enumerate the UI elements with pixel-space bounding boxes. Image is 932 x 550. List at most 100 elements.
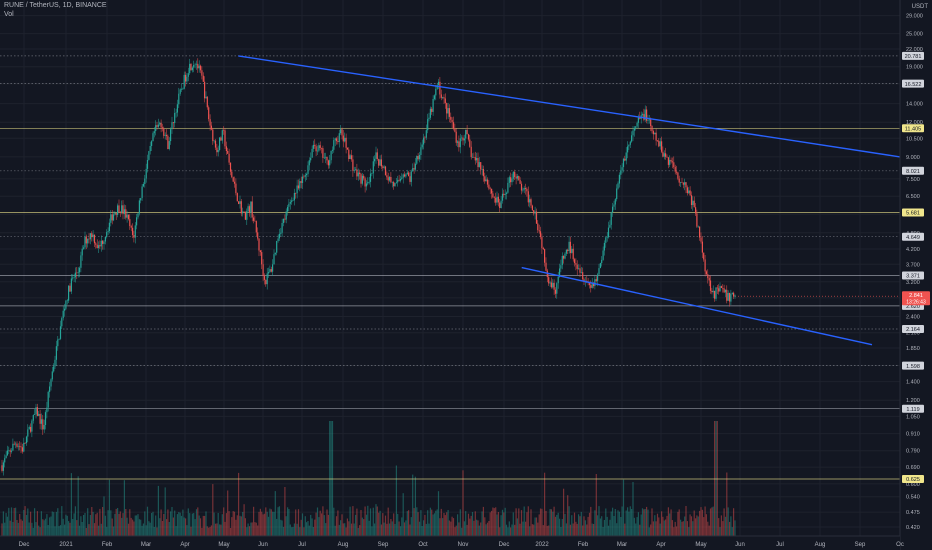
candle-body [83, 247, 85, 249]
candle-body [123, 209, 125, 214]
candle-body [163, 128, 165, 136]
candle-body [699, 226, 701, 238]
candle-body [253, 217, 255, 221]
candle-body [337, 141, 339, 143]
volume-bar [364, 506, 366, 536]
candles [1, 58, 736, 476]
y-tick-label: 9.000 [906, 155, 920, 161]
volume-bar [258, 511, 260, 536]
trendlines[interactable] [238, 55, 901, 346]
x-tick-label: Sep [378, 542, 389, 548]
candle-body [308, 160, 310, 166]
volume-bar [544, 472, 546, 536]
candle-body [595, 279, 597, 281]
volume-bar [617, 510, 619, 536]
volume-bar [650, 524, 652, 536]
candle-body [25, 436, 28, 444]
volume-bar [699, 510, 701, 536]
x-tick-label: Feb [102, 542, 113, 548]
volume-bar [108, 479, 110, 536]
candle-body [185, 74, 187, 82]
volume-bar [651, 508, 653, 536]
candle-body [167, 136, 169, 150]
candle-body [446, 103, 448, 114]
candle-body [425, 130, 427, 138]
level-tag-text: 3.371 [906, 274, 920, 280]
level-tag-9 [902, 361, 924, 370]
candle-body [186, 76, 188, 82]
candle-body [359, 172, 361, 175]
volume-bar [62, 518, 64, 536]
volume-bar [375, 504, 377, 536]
volume-bar [156, 527, 158, 536]
volume-bar [655, 521, 657, 536]
volume-bar [452, 518, 455, 536]
candle-body [402, 174, 404, 178]
y-tick-label: 0.600 [906, 482, 920, 488]
candle-body [267, 272, 270, 274]
candle-body [491, 188, 493, 194]
trendline-lower[interactable] [521, 266, 873, 346]
volume-bar [389, 523, 391, 536]
x-tick-label: Aug [338, 542, 349, 548]
volume-bar [610, 511, 612, 536]
volume-bar [563, 488, 565, 536]
volume-bar [643, 509, 645, 536]
volume-bar [145, 525, 147, 536]
volume-bar [326, 509, 328, 536]
candle-body [637, 117, 639, 123]
volume-bar [467, 513, 470, 536]
trendline-upper[interactable] [238, 55, 901, 158]
volume-bar [530, 509, 532, 536]
volume-bar [578, 514, 580, 536]
x-tick-label: Sep [855, 542, 866, 548]
candle-body [103, 241, 105, 244]
candle-body [210, 125, 212, 130]
volume-bar [125, 509, 127, 536]
volume-bar [198, 515, 200, 536]
volume-bar [276, 518, 278, 536]
candle-body [28, 427, 30, 430]
x-tick-label: Apr [656, 542, 665, 548]
candle-body [462, 137, 464, 141]
candle-body [291, 200, 293, 203]
y-tick-label: 0.790 [906, 449, 920, 455]
candle-body [723, 288, 725, 293]
x-tick-label: May [218, 542, 229, 548]
volume-bar [402, 493, 404, 536]
candle-body [414, 163, 416, 170]
candle-body [92, 234, 94, 238]
candle-body [91, 233, 93, 238]
volume-bar [591, 523, 593, 536]
volume-bar [516, 518, 518, 536]
candle-body [442, 97, 444, 98]
time-axis-panel[interactable] [0, 536, 900, 550]
candle-body [239, 201, 241, 204]
candle-body [55, 346, 57, 360]
volume-bar [665, 519, 667, 536]
volume-bar [333, 507, 335, 536]
candle-body [142, 184, 144, 187]
volume-bar [341, 514, 343, 536]
volume-bar [259, 508, 261, 536]
level-tag-text: 2.164 [906, 327, 920, 333]
volume-bar [91, 507, 93, 536]
volume-bar [703, 517, 705, 536]
volume-bar [729, 521, 731, 536]
candle-body [345, 137, 347, 148]
candle-body [276, 241, 278, 253]
horizontal-levels [0, 55, 900, 480]
volume-bar [410, 517, 412, 536]
candle-body [353, 170, 355, 171]
volume-bar [285, 516, 287, 536]
volume-bar [253, 506, 255, 536]
volume-bar [117, 508, 119, 536]
volume-bar [206, 526, 208, 536]
volume-bar [639, 524, 641, 536]
x-tick-label: 2022 [535, 542, 549, 548]
candle-body [300, 181, 302, 183]
volume-bar [704, 506, 706, 536]
volume-bar [157, 485, 159, 536]
volume-bar [321, 513, 323, 536]
